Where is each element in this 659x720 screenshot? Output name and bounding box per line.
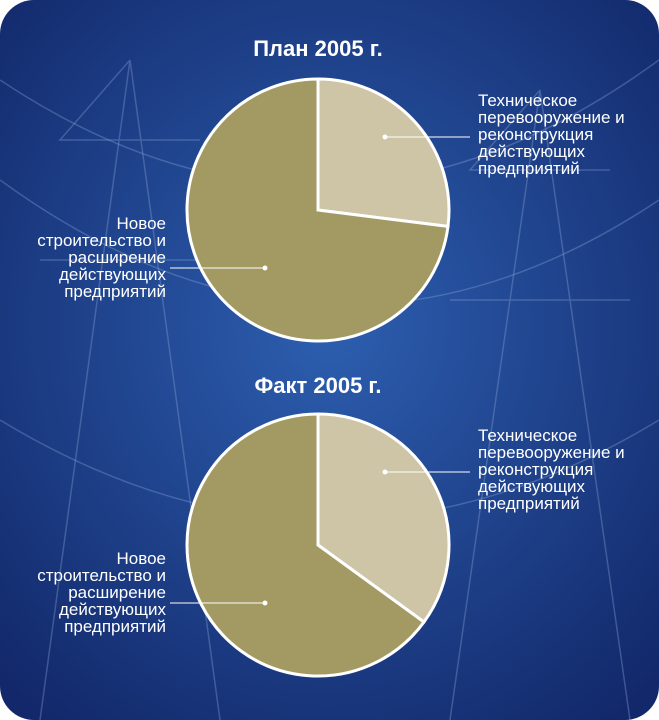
leader-dot xyxy=(382,134,388,140)
chart-title: План 2005 г. xyxy=(253,36,383,61)
leader-dot xyxy=(262,265,268,271)
leader-dot xyxy=(382,469,388,475)
pie-slice xyxy=(185,412,427,678)
legend-label: Новое строительство и расширение действу… xyxy=(37,549,166,636)
pie-slice xyxy=(316,412,451,625)
legend-label: Техническое перевооружение и реконструкц… xyxy=(478,426,625,513)
legend-label: Техническое перевооружение и реконструкц… xyxy=(478,91,625,178)
pie-slice xyxy=(316,77,451,229)
legend-label: Новое строительство и расширение действу… xyxy=(37,214,166,301)
pie-slice xyxy=(185,77,450,343)
chart-title: Факт 2005 г. xyxy=(254,373,381,398)
leader-dot xyxy=(262,600,268,606)
